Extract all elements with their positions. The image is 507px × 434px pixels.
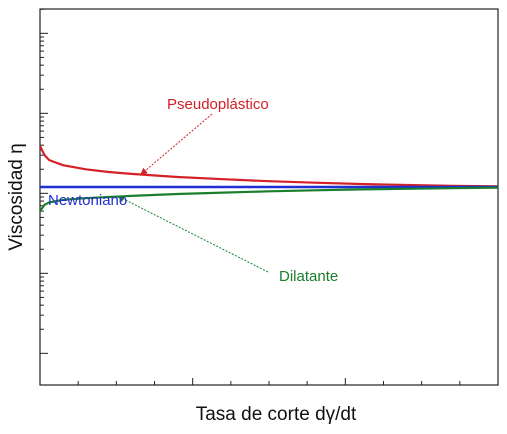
- label-newtoniano: Newtoniano: [48, 192, 127, 209]
- dilatante-arrow: [117, 195, 269, 273]
- x-axis-title: Tasa de corte dγ/dt: [196, 404, 357, 425]
- label-pseudoplastico: Pseudoplástico: [167, 96, 269, 113]
- series-line-dilatante: [39, 186, 499, 212]
- pseudoplastico-arrow: [140, 113, 213, 175]
- label-dilatante: Dilatante: [279, 268, 338, 285]
- axis-ticks: [39, 8, 499, 385]
- y-axis-title: Viscosidad η: [6, 143, 27, 250]
- series-line-pseudoplastico: [39, 145, 499, 188]
